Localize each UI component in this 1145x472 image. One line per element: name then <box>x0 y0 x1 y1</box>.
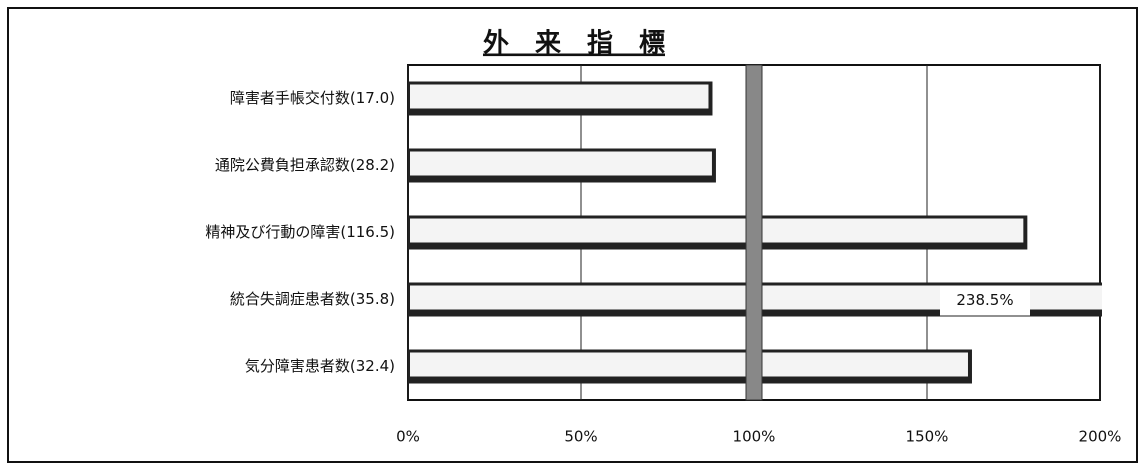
x-tick-label: 0% <box>396 428 420 446</box>
bar-face <box>410 218 1024 243</box>
value-label: 238.5% <box>956 291 1013 309</box>
value-label-box <box>940 285 1030 316</box>
x-tick-label: 50% <box>564 428 597 446</box>
y-tick-label: 通院公費負担承認数(28.2) <box>215 156 395 174</box>
bars <box>408 81 1102 384</box>
x-tick-label: 100% <box>733 428 776 446</box>
bar-face <box>410 84 709 109</box>
y-tick-label: 障害者手帳交付数(17.0) <box>230 89 395 107</box>
y-tick-label: 統合失調症患者数(35.8) <box>230 290 395 308</box>
y-tick-label: 気分障害患者数(32.4) <box>245 357 395 375</box>
reference-line <box>745 64 763 401</box>
bar-face <box>410 285 1102 310</box>
x-tick-label: 150% <box>906 428 949 446</box>
y-tick-label: 精神及び行動の障害(116.5) <box>205 223 395 241</box>
bar-face <box>410 352 968 377</box>
bar-face <box>410 151 712 176</box>
chart-title: 外 来 指 標 <box>483 29 665 59</box>
x-tick-label: 200% <box>1079 428 1122 446</box>
